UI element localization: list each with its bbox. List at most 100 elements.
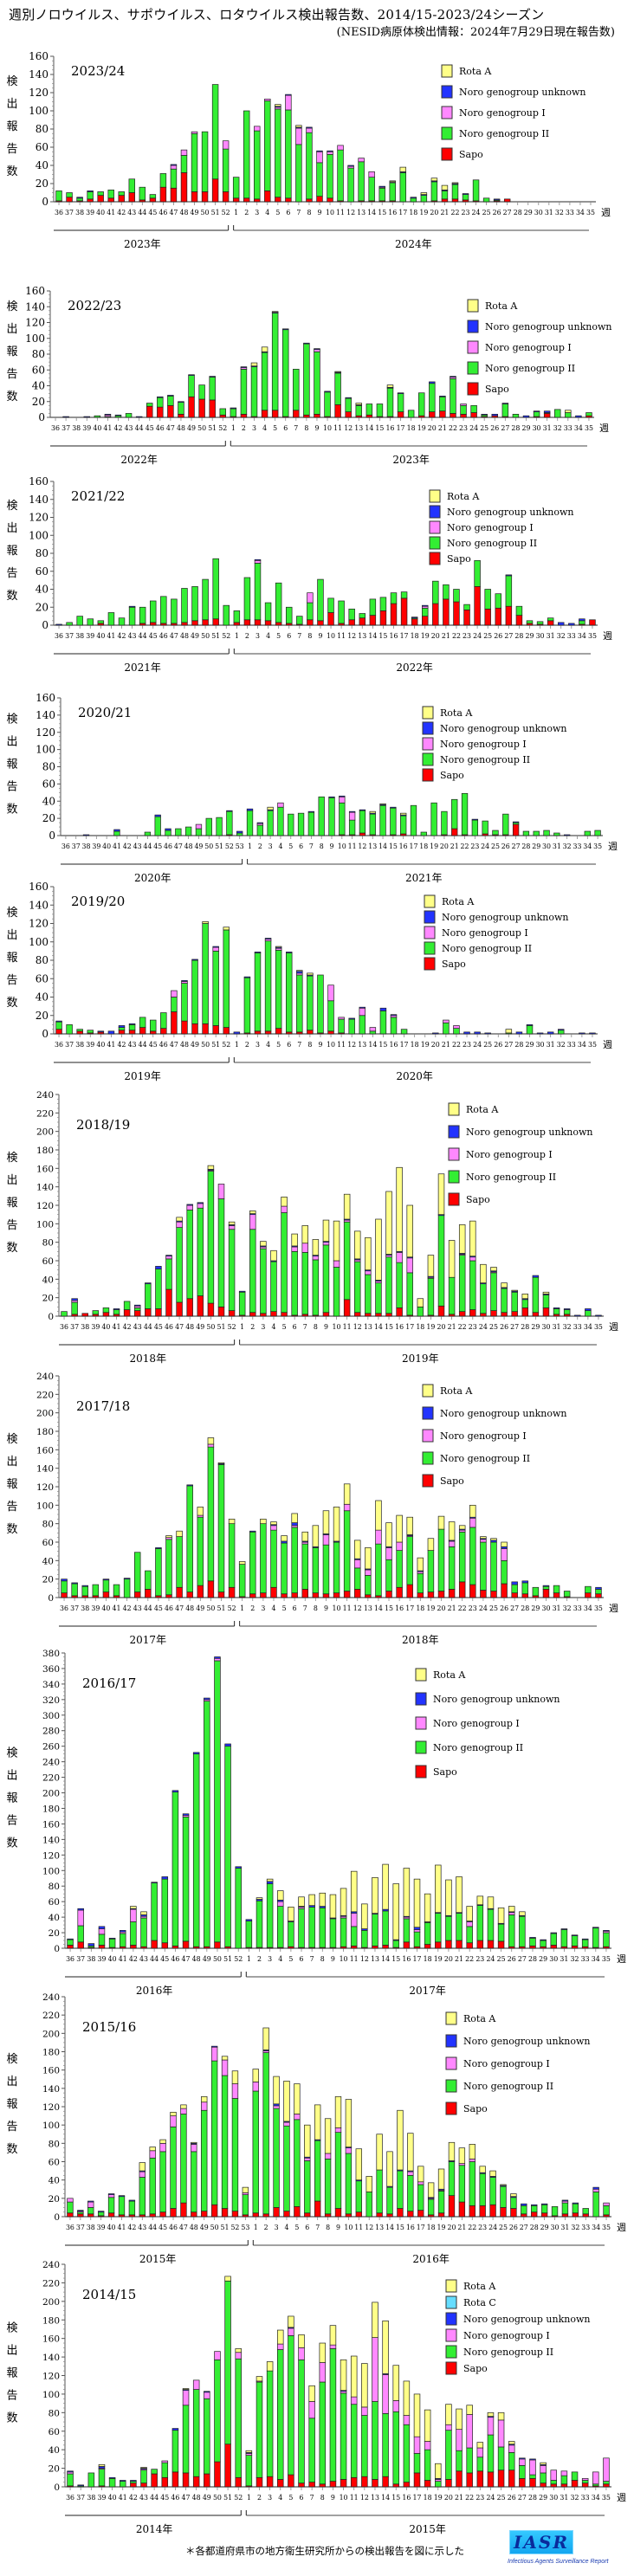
bar-segment-noro-genogroup-unknown (564, 834, 571, 836)
x-tick-label: 3 (268, 843, 273, 850)
x-tick-label: 22 (458, 1323, 467, 1331)
bar-segment-noro-genogroup-i (322, 1534, 330, 1546)
bar-segment-rota-a (260, 1241, 267, 1247)
bar-segment-sapo (176, 1586, 183, 1598)
x-tick-label: 32 (571, 1955, 579, 1963)
bar-segment-rota-a (298, 2334, 305, 2348)
bar-segment-noro-genogroup-ii (161, 1878, 169, 1944)
bar-segment-noro-genogroup-unknown (61, 1579, 68, 1582)
bar-segment-sapo (369, 615, 377, 626)
bar-segment-sapo (317, 620, 324, 626)
bar-segment-noro-genogroup-i (214, 1657, 221, 1662)
bar-segment-sapo (149, 1030, 157, 1035)
x-tick-label: 53 (236, 843, 244, 850)
bar-segment-sapo (182, 1940, 190, 1949)
bar-segment-sapo (201, 2211, 208, 2218)
bar-segment-noro-genogroup-ii (429, 383, 436, 412)
bar-segment-sapo (288, 2474, 294, 2488)
bar-segment-noro-genogroup-ii (397, 393, 404, 412)
x-tick-label: 44 (144, 1323, 152, 1331)
bar-segment-noro-genogroup-ii (145, 1570, 152, 1590)
bar-segment-noro-genogroup-unknown (581, 1938, 589, 1940)
x-tick-label: 8 (320, 843, 324, 850)
bar-segment-noro-genogroup-unknown (209, 376, 216, 378)
bar-segment-sapo (553, 1592, 560, 1598)
bar-segment-noro-genogroup-i (460, 404, 467, 406)
x-tick-label: 5 (282, 1604, 287, 1612)
bar-segment-noro-genogroup-i (235, 2352, 242, 2360)
year-label: 2022年 (396, 662, 433, 674)
bar-segment-noro-genogroup-ii (118, 191, 125, 196)
bar-segment-noro-genogroup-unknown (87, 190, 94, 192)
bar-segment-noro-genogroup-ii (369, 1030, 377, 1035)
bar-segment-noro-genogroup-ii (508, 2452, 515, 2471)
bar-segment-noro-genogroup-unknown (568, 623, 575, 626)
legend-swatch-noro-genogroup-i (422, 737, 434, 751)
bar-segment-noro-genogroup-ii (385, 1559, 392, 1591)
x-tick-label: 48 (192, 2494, 201, 2502)
bar-segment-noro-genogroup-ii (139, 2177, 146, 2216)
bar-segment-sapo (359, 617, 366, 626)
x-tick-label: 15 (378, 209, 386, 216)
x-tick-label: 20 (440, 843, 449, 850)
x-tick-label: 38 (75, 1041, 84, 1049)
bar-segment-sapo (228, 1310, 236, 1317)
x-tick-label: 41 (113, 843, 121, 850)
x-tick-label: 51 (223, 1955, 232, 1963)
x-tick-label: 30 (551, 2224, 560, 2231)
x-tick-label: 24 (481, 843, 489, 850)
bar-segment-noro-genogroup-ii (561, 2202, 569, 2215)
bar-segment-sapo (327, 1030, 334, 1035)
x-tick-label: 21 (448, 1604, 456, 1612)
bar-segment-sapo (540, 2482, 547, 2488)
bar-segment-noro-genogroup-ii (211, 84, 219, 180)
y-tick-label: 60 (42, 1538, 54, 1548)
bar-segment-sapo (501, 1312, 508, 1317)
y-tick-label: 180 (36, 1146, 54, 1156)
bar-segment-sapo (396, 1307, 403, 1317)
x-tick-label: 3 (256, 632, 260, 640)
y-tick-label: 160 (42, 2334, 60, 2345)
bar-segment-noro-genogroup-ii (149, 2157, 156, 2215)
year-label: 2017年 (130, 1634, 167, 1646)
y-tick-label: 40 (42, 1556, 54, 1566)
bar-segment-noro-genogroup-i (130, 1908, 137, 1922)
bar-segment-noro-genogroup-ii (521, 1582, 529, 1595)
bar-segment-noro-genogroup-unknown (379, 1007, 387, 1011)
bar-segment-noro-genogroup-ii (254, 952, 262, 1032)
bar-segment-noro-genogroup-ii (421, 607, 429, 617)
y-axis-label-char: 告 (6, 2390, 17, 2403)
year-label: 2020年 (396, 1070, 433, 1082)
x-tick-label: 41 (117, 2224, 126, 2231)
bar-segment-noro-genogroup-unknown (182, 1813, 190, 1816)
x-tick-label: 9 (314, 424, 319, 432)
bar-segment-sapo (291, 1592, 298, 1598)
bar-segment-sapo (55, 1029, 62, 1035)
bar-segment-noro-genogroup-ii (318, 796, 325, 836)
bar-segment-rota-a (448, 2141, 456, 2161)
bar-segment-noro-genogroup-ii (390, 1017, 398, 1035)
x-tick-label: 33 (573, 1604, 582, 1612)
bar-segment-rota-a (403, 2380, 411, 2416)
x-tick-label: 31 (543, 424, 552, 432)
bar-segment-sapo (437, 2212, 445, 2218)
legend-label-noro-genogroup-ii: Noro genogroup II (459, 128, 549, 139)
bar-segment-rota-a (165, 1535, 172, 1539)
bar-segment-rota-a (207, 1165, 215, 1170)
bar-segment-noro-genogroup-ii (281, 1212, 288, 1314)
bar-segment-sapo (322, 1312, 330, 1317)
legend-swatch-noro-genogroup-ii (441, 126, 453, 140)
bar-segment-sapo (149, 622, 157, 626)
x-axis-label: 週 (617, 2222, 626, 2233)
x-tick-label: 43 (138, 2224, 146, 2231)
bar-segment-sapo (333, 1592, 340, 1598)
y-tick-label: 220 (42, 2278, 60, 2289)
bar-segment-noro-genogroup-ii (266, 2370, 274, 2477)
y-tick-label: 60 (36, 972, 49, 985)
bar-segment-noro-genogroup-unknown (579, 618, 585, 622)
x-tick-label: 12 (365, 2224, 373, 2231)
bar-segment-rota-a (542, 1291, 550, 1294)
bar-segment-sapo (214, 1941, 221, 1949)
y-tick-label: 20 (49, 1928, 60, 1939)
x-tick-label: 21 (442, 1041, 450, 1049)
